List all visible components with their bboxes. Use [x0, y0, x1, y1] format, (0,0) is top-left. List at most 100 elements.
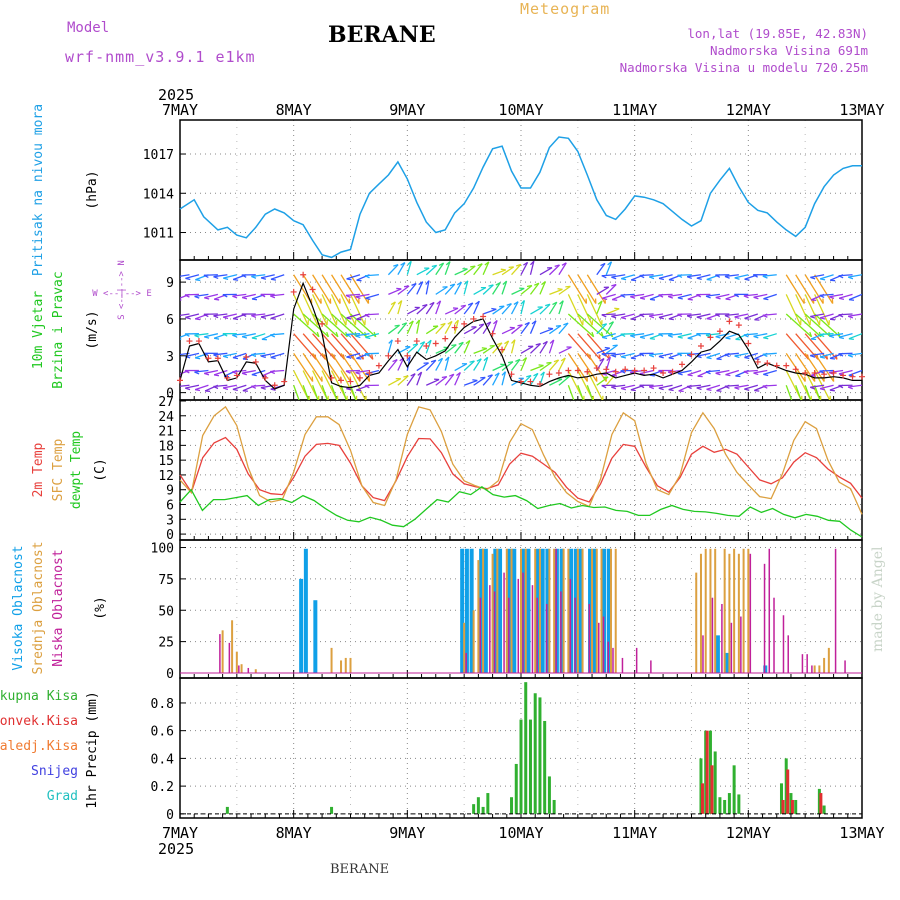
wind-arrow — [810, 352, 825, 357]
wind-arrow-head — [353, 412, 354, 417]
wind-arrow — [251, 313, 266, 317]
wind-arrow — [606, 308, 620, 315]
cloud-bar — [567, 548, 570, 673]
wind-arrow-head — [454, 319, 459, 325]
wind-speed-line — [179, 281, 862, 390]
cloud-bar — [496, 548, 499, 673]
wind-arrow — [539, 361, 552, 372]
wind-arrow-head — [725, 298, 731, 301]
wind-arrow-head — [364, 314, 370, 318]
wind-arrow — [387, 339, 393, 354]
wind-arrow-head — [611, 386, 617, 390]
wind-arrow — [321, 294, 338, 326]
wind-arrow-head — [696, 316, 702, 320]
cloud-bar — [560, 591, 562, 673]
wind-arrow — [649, 274, 664, 278]
wind-arrow-head — [601, 353, 607, 357]
wind-arrow — [804, 352, 825, 382]
wind-arrow-head — [222, 294, 228, 298]
wind-arrow-head — [706, 357, 712, 360]
wind-arrow-head — [545, 303, 551, 307]
wind-arrow — [251, 369, 266, 376]
wind-arrow — [232, 293, 247, 297]
precip-bar — [472, 804, 476, 814]
wind-gust-marker — [451, 324, 458, 331]
precip-bar — [547, 776, 551, 814]
wind-arrow — [270, 313, 285, 319]
wind-arrow — [302, 313, 329, 338]
cloud-bar — [330, 647, 333, 673]
wind-arrow — [848, 369, 862, 376]
wind-arrow — [725, 369, 740, 376]
wind-arrow — [621, 274, 635, 280]
cloud-bar — [505, 548, 508, 673]
wind-arrow — [355, 369, 370, 374]
wind-arrow-head — [686, 385, 692, 390]
wind-arrow-head — [829, 389, 835, 392]
wind-arrow-head — [491, 307, 497, 310]
wind-arrow-head — [361, 354, 364, 360]
wind-arrow — [397, 285, 410, 295]
wind-arrow — [596, 263, 606, 276]
wind-arrow — [838, 313, 853, 316]
wind-arrow-head — [449, 283, 455, 287]
wind-arrow — [814, 313, 841, 338]
wind-arrow-head — [418, 281, 424, 286]
wind-arrow-head — [553, 359, 559, 363]
cloud-bar — [349, 657, 352, 673]
wind-arrow-head — [630, 389, 636, 392]
wind-gust-marker — [830, 369, 837, 376]
wind-arrow-head — [565, 285, 571, 288]
wind-arrow — [605, 321, 615, 335]
y-tick-label: 3 — [166, 350, 174, 365]
wind-gust-marker — [432, 340, 439, 347]
cloud-bar — [711, 597, 714, 673]
wind-arrow — [416, 304, 428, 315]
wind-arrow — [848, 352, 862, 356]
wind-arrow-head — [541, 280, 546, 286]
wind-gust-marker — [745, 340, 752, 347]
wind-arrow-head — [639, 384, 645, 389]
wind-arrow — [819, 313, 834, 319]
wind-arrow-head — [602, 297, 608, 300]
wind-arrow — [425, 264, 438, 276]
cloud-bar — [730, 622, 733, 673]
wind-arrow-head — [232, 317, 239, 321]
wind-arrow-head — [448, 373, 455, 377]
wind-gust-marker — [707, 334, 714, 341]
wind-arrow — [611, 313, 626, 317]
wind-arrow-head — [404, 285, 410, 288]
wind-arrow-head — [410, 373, 416, 377]
wind-arrow — [416, 362, 429, 372]
wind-arrow — [492, 269, 506, 276]
wind-arrow-head — [829, 318, 836, 321]
wind-arrow — [365, 293, 380, 299]
wind-arrow — [397, 262, 406, 276]
wind-arrow-head — [753, 335, 759, 339]
wind-arrow — [848, 333, 862, 340]
pressure-unit: (hPa) — [85, 170, 100, 209]
y-tick-label: 15 — [158, 454, 174, 469]
wind-arrow-head — [725, 337, 731, 340]
cloud-bar — [540, 548, 545, 673]
station-title: BERANE — [328, 22, 436, 48]
wind-arrow-head — [658, 316, 664, 320]
wind-arrow-head — [601, 275, 607, 279]
wind-arrow-head — [251, 337, 257, 340]
wind-arrow — [605, 356, 611, 371]
wind-arrow-head — [222, 387, 229, 391]
wind-arrow-head — [705, 371, 711, 375]
wind-gust-marker — [461, 320, 468, 327]
y-tick-label: 0 — [166, 808, 174, 823]
wind-arrow — [785, 313, 812, 338]
wind-arrow — [586, 294, 603, 326]
cloud-bar — [520, 548, 522, 673]
wind-arrow — [321, 274, 341, 304]
wind-arrow — [605, 284, 617, 295]
wind-arrow-head — [213, 276, 219, 280]
wind-arrow — [444, 261, 451, 275]
wind-arrow-head — [456, 281, 462, 286]
wind-arrow-head — [696, 387, 702, 391]
cloud-bar — [600, 548, 603, 673]
